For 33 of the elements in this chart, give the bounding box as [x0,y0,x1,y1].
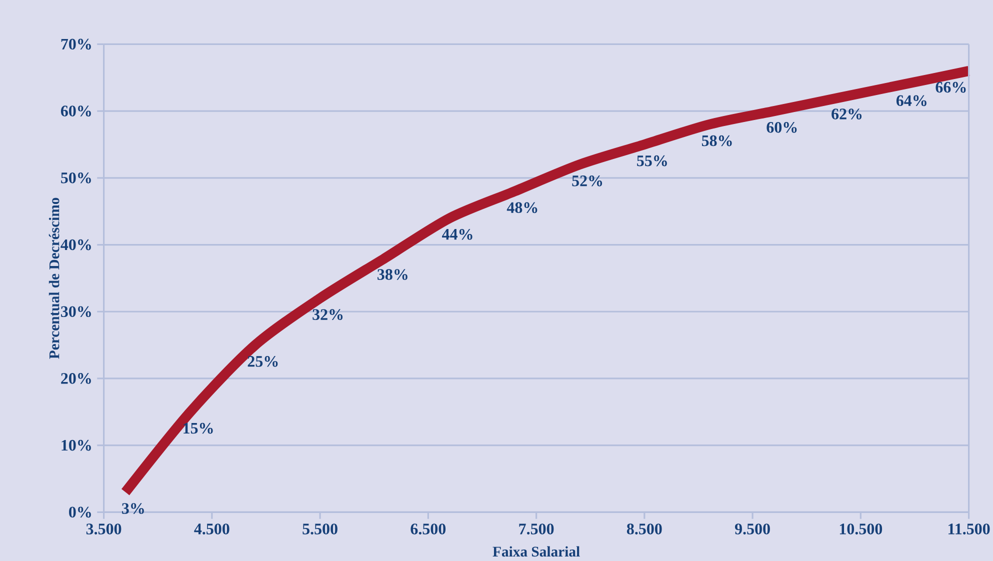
x-tick-label: 4.500 [194,524,230,534]
x-axis-title: Faixa Salarial [492,546,580,557]
x-tick-label: 5.500 [302,524,338,534]
y-tick-label: 0% [69,506,91,518]
data-label: 62% [832,108,862,120]
data-label: 38% [378,269,408,280]
data-label: 60% [766,122,797,133]
data-label: 66% [936,82,966,93]
x-tick-label: 11.500 [948,524,990,534]
y-tick-label: 10% [62,440,91,451]
x-tick-label: 3.500 [86,524,122,534]
x-tick-label: 8.500 [626,524,662,534]
data-label: 58% [702,135,732,146]
data-label: 52% [572,175,602,186]
data-label: 55% [637,155,667,166]
data-label: 25% [248,356,278,367]
data-label: 3% [122,503,144,514]
y-tick-label: 40% [60,239,91,250]
data-label: 48% [506,202,538,214]
y-tick-label: 20% [61,373,91,384]
data-label: 44% [442,228,472,240]
data-label: 15% [184,422,213,434]
x-tick-label: 9.500 [734,524,770,534]
data-label: 64% [896,95,926,106]
y-tick-label: 30% [61,306,91,318]
x-tick-label: 7.500 [519,524,554,534]
y-tick-label: 50% [61,172,91,184]
y-axis-title: Percentual de Decréscimo [48,198,60,359]
y-tick-label: 70% [61,38,91,50]
data-label: 32% [312,309,343,320]
x-tick-label: 6.500 [410,524,446,534]
x-tick-label: 10.500 [840,524,882,534]
y-tick-label: 60% [60,106,91,116]
